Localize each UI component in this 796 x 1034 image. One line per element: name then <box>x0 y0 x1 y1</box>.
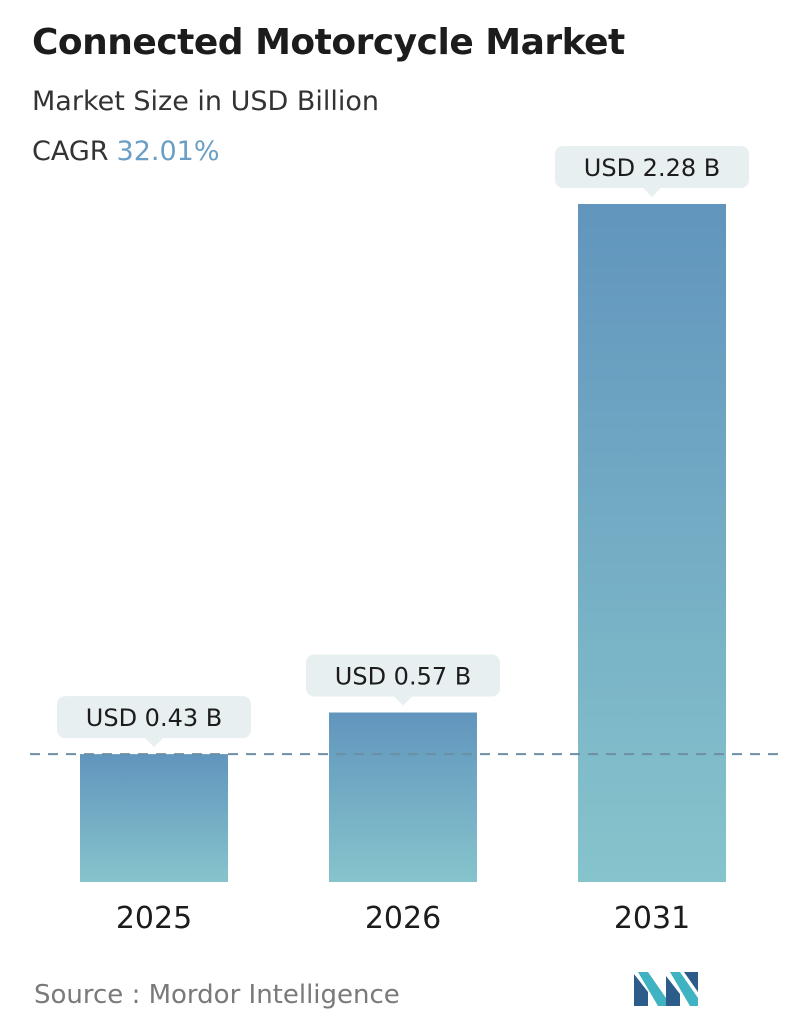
x-tick-2025: 2025 <box>116 901 192 936</box>
value-label-text: USD 0.43 B <box>86 704 222 732</box>
bar-2026 <box>329 712 477 882</box>
bar-2025 <box>80 754 228 882</box>
cagr-value: 32.01% <box>116 136 220 167</box>
bar-2031 <box>578 204 726 882</box>
mordor-intelligence-logo <box>634 972 698 1006</box>
x-tick-2031: 2031 <box>614 901 690 936</box>
cagr-line: CAGR 32.01% <box>32 136 219 167</box>
value-label-text: USD 0.57 B <box>335 663 471 691</box>
value-label-2031: USD 2.28 B <box>555 146 749 197</box>
cagr-label: CAGR <box>32 136 109 167</box>
value-label-text: USD 2.28 B <box>584 154 720 182</box>
source-text: Source : Mordor Intelligence <box>34 980 400 1010</box>
chart-title: Connected Motorcycle Market <box>32 22 625 63</box>
chart-subtitle: Market Size in USD Billion <box>32 86 380 117</box>
x-tick-2026: 2026 <box>365 901 441 936</box>
value-label-2025: USD 0.43 B <box>57 696 251 748</box>
value-label-2026: USD 0.57 B <box>306 654 500 706</box>
